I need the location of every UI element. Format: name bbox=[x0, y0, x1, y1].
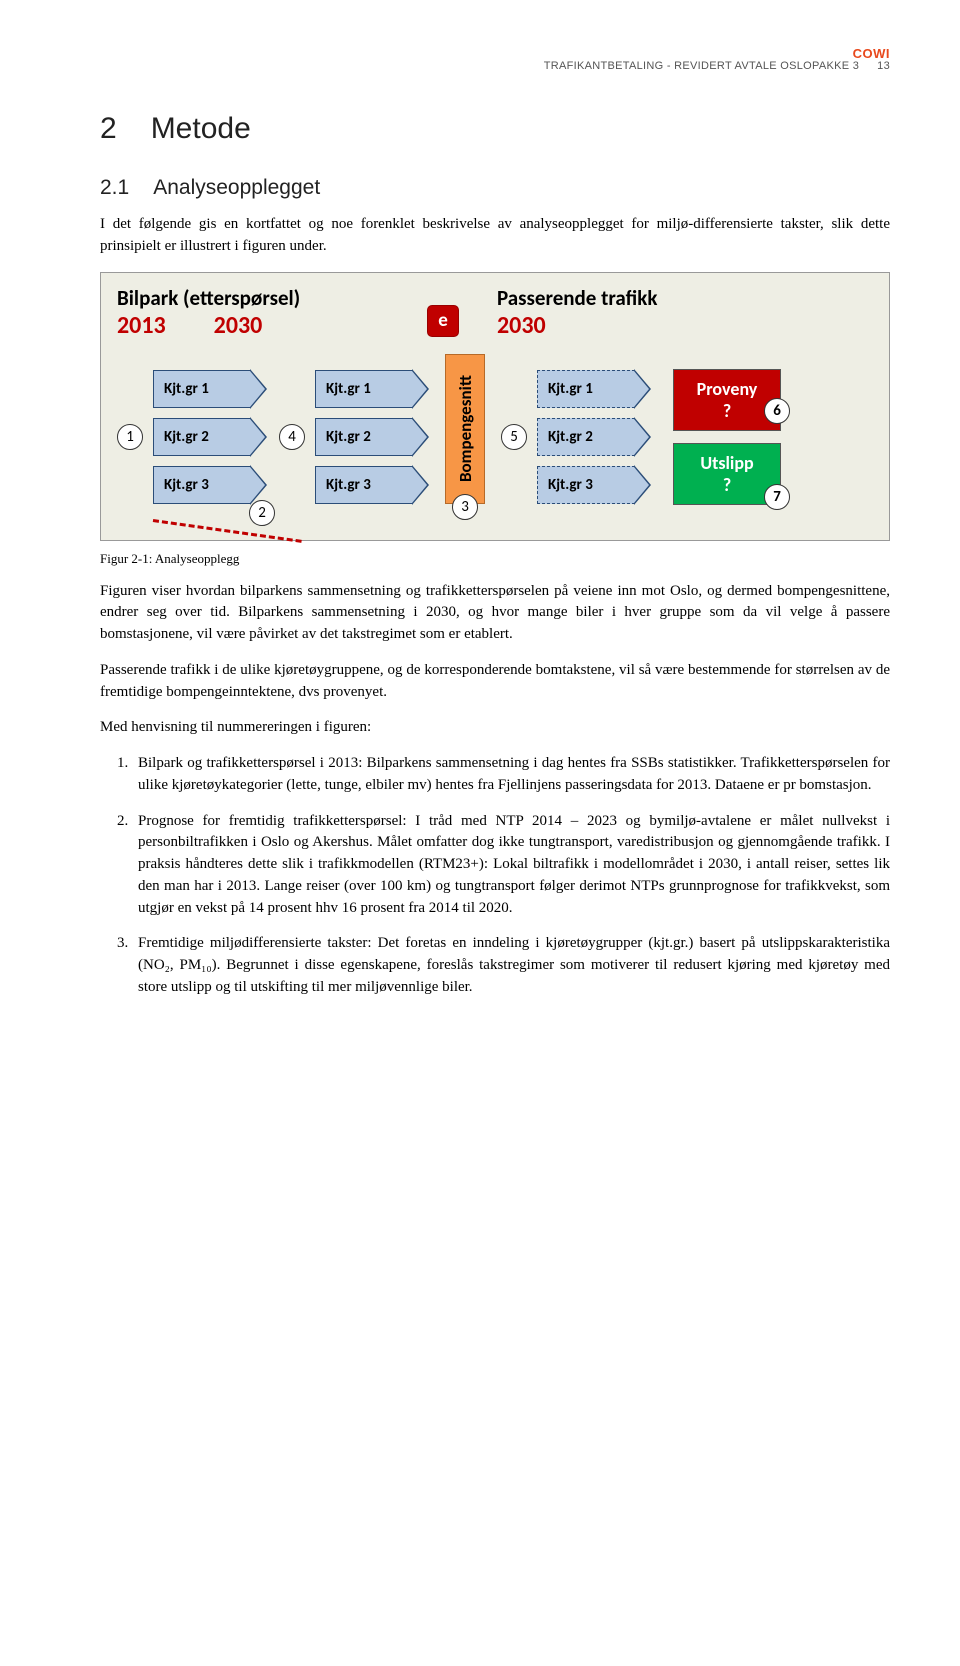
proveny-q: ? bbox=[723, 400, 731, 422]
h2-number: 2.1 bbox=[100, 176, 129, 200]
list-item-2: Prognose for fremtidig trafikketterspørs… bbox=[132, 811, 890, 920]
toll-bar: Bompengesnitt bbox=[445, 354, 485, 504]
fig-left-header: Bilpark (etterspørsel) bbox=[117, 285, 427, 311]
proveny-box: Proveny ? 6 bbox=[673, 369, 781, 431]
col-passing: Kjt.gr 1 Kjt.gr 2 Kjt.gr 3 bbox=[537, 370, 635, 504]
paragraph-3: Med henvisning til nummereringen i figur… bbox=[100, 717, 890, 739]
h2-text: Analyseopplegget bbox=[153, 176, 320, 200]
heading-2: 2.1 Analyseopplegget bbox=[100, 176, 890, 200]
marker-3: 3 bbox=[452, 494, 478, 520]
fig-right-header: Passerende trafikk bbox=[497, 285, 657, 311]
toll-label: Bompengesnitt bbox=[455, 375, 476, 482]
marker-2: 2 bbox=[249, 500, 275, 526]
year-2013: 2013 bbox=[117, 311, 166, 340]
arrow-2013-g3: Kjt.gr 3 bbox=[153, 466, 251, 504]
header-title: TRAFIKANTBETALING - REVIDERT AVTALE OSLO… bbox=[544, 60, 859, 72]
arrow-pass-g1: Kjt.gr 1 bbox=[537, 370, 635, 408]
year-2030b: 2030 bbox=[497, 311, 657, 340]
figure-caption: Figur 2-1: Analyseopplegg bbox=[100, 551, 890, 567]
figure-diagram: Bilpark (etterspørsel) 2013 2030 e Passe… bbox=[100, 272, 890, 541]
marker-5: 5 bbox=[501, 424, 527, 450]
arrow-2030d-g1: Kjt.gr 1 bbox=[315, 370, 413, 408]
page-number: 13 bbox=[877, 60, 890, 72]
proveny-label: Proveny bbox=[697, 378, 758, 400]
arrow-2013-g1: Kjt.gr 1 bbox=[153, 370, 251, 408]
list-item-3: Fremtidige miljødifferensierte takster: … bbox=[132, 933, 890, 998]
year-2030a: 2030 bbox=[214, 311, 263, 340]
e-badge: e bbox=[427, 305, 459, 337]
paragraph-2: Passerende trafikk i de ulike kjøretøygr… bbox=[100, 660, 890, 704]
intro-paragraph: I det følgende gis en kortfattet og noe … bbox=[100, 214, 890, 258]
list-item-1: Bilpark og trafikketterspørsel i 2013: B… bbox=[132, 753, 890, 797]
red-dashed-line bbox=[153, 519, 302, 543]
arrow-2030d-g2: Kjt.gr 2 bbox=[315, 418, 413, 456]
heading-1: 2 Metode bbox=[100, 112, 890, 146]
col-2013: Kjt.gr 1 Kjt.gr 2 Kjt.gr 3 2 bbox=[153, 370, 251, 504]
marker-7: 7 bbox=[764, 484, 790, 510]
paragraph-1: Figuren viser hvordan bilparkens sammens… bbox=[100, 581, 890, 646]
arrow-pass-g3: Kjt.gr 3 bbox=[537, 466, 635, 504]
running-header: COWI TRAFIKANTBETALING - REVIDERT AVTALE… bbox=[100, 60, 890, 72]
utslipp-box: Utslipp ? 7 bbox=[673, 443, 781, 505]
logo-text: COWI bbox=[853, 46, 890, 61]
h1-text: Metode bbox=[151, 112, 251, 146]
utslipp-label: Utslipp bbox=[700, 452, 753, 474]
arrow-2013-g2: Kjt.gr 2 bbox=[153, 418, 251, 456]
h1-number: 2 bbox=[100, 112, 117, 146]
arrow-2030d-g3: Kjt.gr 3 bbox=[315, 466, 413, 504]
numbered-list: Bilpark og trafikketterspørsel i 2013: B… bbox=[100, 753, 890, 999]
marker-4: 4 bbox=[279, 424, 305, 450]
arrow-pass-g2: Kjt.gr 2 bbox=[537, 418, 635, 456]
marker-6: 6 bbox=[764, 398, 790, 424]
marker-1: 1 bbox=[117, 424, 143, 450]
col-2030-demand: Kjt.gr 1 Kjt.gr 2 Kjt.gr 3 bbox=[315, 370, 413, 504]
utslipp-q: ? bbox=[723, 474, 731, 496]
